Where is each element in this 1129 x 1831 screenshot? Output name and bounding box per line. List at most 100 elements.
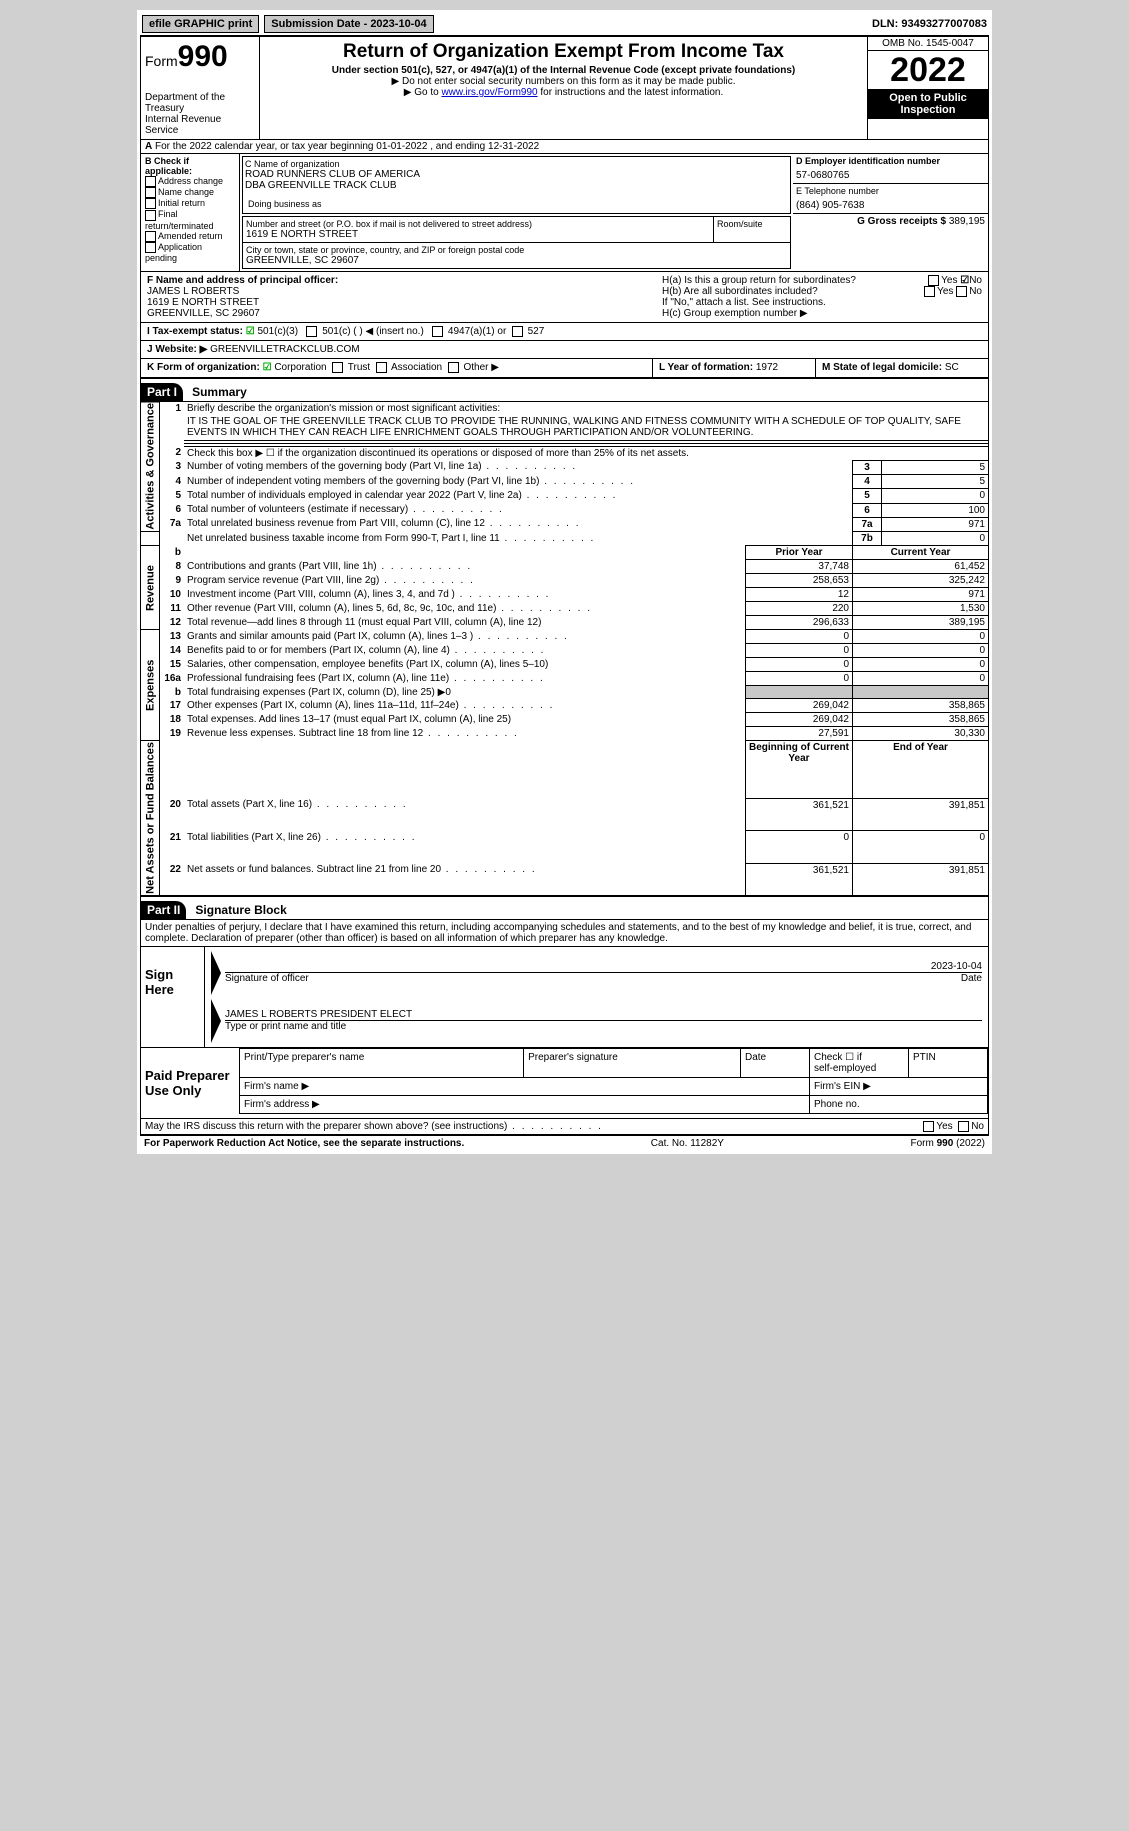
addr-box: Number and street (or P.O. box if mail i…: [242, 216, 791, 269]
rev12-p: 296,633: [746, 616, 853, 630]
rev11-c: 1,530: [853, 602, 989, 616]
rev9-n: 9: [160, 574, 185, 588]
r7b-t: Net unrelated business taxable income fr…: [184, 532, 853, 546]
e15-p: 0: [746, 658, 853, 672]
box-deg: D Employer identification number 57-0680…: [793, 154, 988, 271]
goto-post: for instructions and the latest informat…: [538, 87, 724, 98]
firm-ein-label: Firm's EIN ▶: [810, 1077, 988, 1095]
r5-n: 5: [160, 489, 185, 503]
ein-value: 57-0680765: [796, 170, 985, 181]
box-b-label: B Check if applicable:: [145, 156, 235, 176]
mission-text: IT IS THE GOAL OF THE GREENVILLE TRACK C…: [184, 415, 989, 440]
n20-c: 391,851: [853, 798, 989, 830]
chk-trust[interactable]: [332, 362, 343, 373]
gross-receipts-value: 389,195: [949, 216, 985, 227]
gross-receipts-label: G Gross receipts $: [857, 216, 946, 227]
hdr-curr: Current Year: [853, 546, 989, 560]
rev9-p: 258,653: [746, 574, 853, 588]
phone-no-label: Phone no.: [810, 1095, 988, 1113]
form-year-footer: (2022): [953, 1138, 985, 1149]
e18-n: 18: [160, 713, 185, 727]
officer-name: JAMES L ROBERTS: [147, 286, 650, 297]
firm-addr-label: Firm's address ▶: [240, 1095, 810, 1113]
part1-badge: Part I: [141, 383, 183, 401]
e14-p: 0: [746, 644, 853, 658]
org-name-2: DBA GREENVILLE TRACK CLUB: [245, 180, 788, 191]
ha-no-lbl: No: [969, 275, 982, 286]
chk-final-return[interactable]: [145, 210, 156, 221]
form-header: Form990 Department of the Treasury Inter…: [140, 36, 989, 140]
lbl-address-change: Address change: [158, 176, 223, 186]
form-990-footer: 990: [937, 1138, 954, 1149]
rev8-c: 61,452: [853, 560, 989, 574]
row-i: I Tax-exempt status: ☑ 501(c)(3) 501(c) …: [141, 323, 988, 340]
n20-p: 361,521: [746, 798, 853, 830]
hdr-prior: Prior Year: [746, 546, 853, 560]
e16b-t: Total fundraising expenses (Part IX, col…: [184, 686, 746, 699]
r3-t: Number of voting members of the governin…: [184, 460, 853, 474]
r4-box: 4: [853, 475, 882, 489]
ha-yes[interactable]: [928, 275, 939, 286]
r6-n: 6: [160, 503, 185, 517]
chk-501c[interactable]: [306, 326, 317, 337]
irs-link[interactable]: www.irs.gov/Form990: [441, 87, 537, 98]
form-990-page: efile GRAPHIC print Submission Date - 20…: [137, 10, 992, 1154]
box-d: D Employer identification number 57-0680…: [793, 154, 988, 184]
e16b-p: [746, 686, 853, 699]
chk-other[interactable]: [448, 362, 459, 373]
rev10-c: 971: [853, 588, 989, 602]
e16a-c: 0: [853, 672, 989, 686]
n21-p: 0: [746, 831, 853, 863]
side-activities: Activities & Governance: [141, 402, 160, 532]
hb-yes[interactable]: [924, 286, 935, 297]
form-subtitle: Under section 501(c), 527, or 4947(a)(1)…: [266, 65, 861, 76]
r3-v: 5: [882, 460, 989, 474]
opt-527: 527: [528, 326, 545, 337]
chk-address-change[interactable]: [145, 176, 156, 187]
header-right: OMB No. 1545-0047 2022 Open to Public In…: [867, 37, 988, 139]
chk-527[interactable]: [512, 326, 523, 337]
prep-name-label: Print/Type preparer's name: [240, 1048, 524, 1077]
ein-label: D Employer identification number: [796, 156, 985, 166]
e18-c: 358,865: [853, 713, 989, 727]
chk-amended[interactable]: [145, 231, 156, 242]
discuss-yes[interactable]: [923, 1121, 934, 1132]
chk-name-change[interactable]: [145, 187, 156, 198]
e19-c: 30,330: [853, 727, 989, 741]
efile-print-button[interactable]: efile GRAPHIC print: [142, 15, 259, 33]
r7a-v: 971: [882, 517, 989, 531]
e17-c: 358,865: [853, 699, 989, 713]
hb-no[interactable]: [956, 286, 967, 297]
chk-initial-return[interactable]: [145, 198, 156, 209]
chk-4947[interactable]: [432, 326, 443, 337]
hb-no-lbl: No: [969, 286, 982, 297]
section-bcde: B Check if applicable: Address change Na…: [140, 154, 989, 272]
e15-n: 15: [160, 658, 185, 672]
e15-t: Salaries, other compensation, employee b…: [184, 658, 746, 672]
chk-assoc[interactable]: [376, 362, 387, 373]
r4-n: 4: [160, 475, 185, 489]
e13-t: Grants and similar amounts paid (Part IX…: [184, 630, 746, 644]
chk-app-pending[interactable]: [145, 242, 156, 253]
city-state-zip: GREENVILLE, SC 29607: [246, 255, 787, 266]
e18-p: 269,042: [746, 713, 853, 727]
name-label: C Name of organization: [245, 159, 788, 169]
org-name-1: ROAD RUNNERS CLUB OF AMERICA: [245, 169, 788, 180]
part2-title: Signature Block: [189, 903, 286, 917]
discuss-no[interactable]: [958, 1121, 969, 1132]
ha-label: H(a) Is this a group return for subordin…: [662, 275, 856, 286]
prep-sig-label: Preparer's signature: [524, 1048, 741, 1077]
rev11-n: 11: [160, 602, 185, 616]
open-public-badge: Open to Public Inspection: [868, 89, 988, 119]
e16b-c: [853, 686, 989, 699]
n22-c: 391,851: [853, 863, 989, 895]
row-k: K Form of organization: ☑ Corporation Tr…: [141, 359, 652, 376]
selfemp-a: Check ☐ if: [814, 1052, 862, 1063]
prep-date-label: Date: [741, 1048, 810, 1077]
submission-date-button[interactable]: Submission Date - 2023-10-04: [264, 15, 433, 33]
hb-note: If "No," attach a list. See instructions…: [662, 297, 982, 308]
preparer-table: Print/Type preparer's name Preparer's si…: [239, 1048, 988, 1114]
box-h: H(a) Is this a group return for subordin…: [656, 272, 988, 322]
r4-t: Number of independent voting members of …: [184, 475, 853, 489]
discuss-no-lbl: No: [971, 1121, 984, 1132]
